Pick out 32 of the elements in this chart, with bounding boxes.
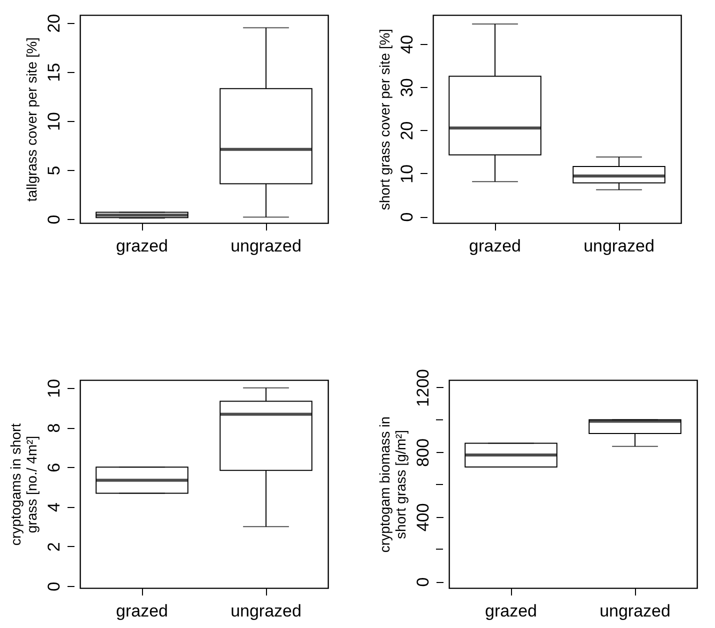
y-tick-label: 10 — [44, 378, 64, 398]
y-tick-label: 0 — [44, 582, 64, 592]
x-tick-label: grazed — [116, 236, 168, 256]
y-tick-label: 4 — [44, 502, 64, 512]
y-axis-title: tallgrass cover per site [%] — [24, 37, 40, 202]
y-tick-label: 800 — [414, 438, 432, 467]
x-tick-label: grazed — [116, 602, 168, 620]
y-tick-label: 2 — [44, 542, 64, 552]
y-axis-title: cryptogams in short grass [no./ 4m²] — [8, 423, 40, 546]
y-tick-label: 10 — [398, 164, 416, 184]
y-tick-label: 400 — [414, 503, 432, 532]
x-tick-label: ungrazed — [230, 602, 302, 620]
y-tick-label: 0 — [414, 577, 432, 587]
y-tick-label: 0 — [44, 214, 64, 224]
y-axis-title: short grass cover per site [%] — [376, 28, 392, 210]
y-tick-label: 15 — [44, 62, 64, 82]
x-tick-label: ungrazed — [230, 236, 302, 256]
y-tick-label: 20 — [44, 14, 64, 33]
y-tick-label: 30 — [398, 78, 416, 98]
y-tick-label: 5 — [44, 166, 64, 176]
x-tick-label: grazed — [469, 236, 521, 256]
x-tick-label: ungrazed — [600, 602, 670, 620]
y-tick-label: 8 — [44, 423, 64, 433]
y-axis-title: cryptogam biomass in short grass [g/m²] — [376, 416, 408, 553]
x-tick-label: ungrazed — [584, 236, 654, 256]
y-tick-label: 40 — [398, 34, 416, 54]
y-tick-label: 20 — [398, 121, 416, 140]
y-tick-label: 1200 — [414, 369, 432, 407]
x-tick-label: grazed — [485, 602, 537, 620]
y-tick-label: 10 — [44, 112, 64, 131]
y-tick-label: 0 — [398, 212, 416, 222]
y-tick-label: 6 — [44, 462, 64, 472]
